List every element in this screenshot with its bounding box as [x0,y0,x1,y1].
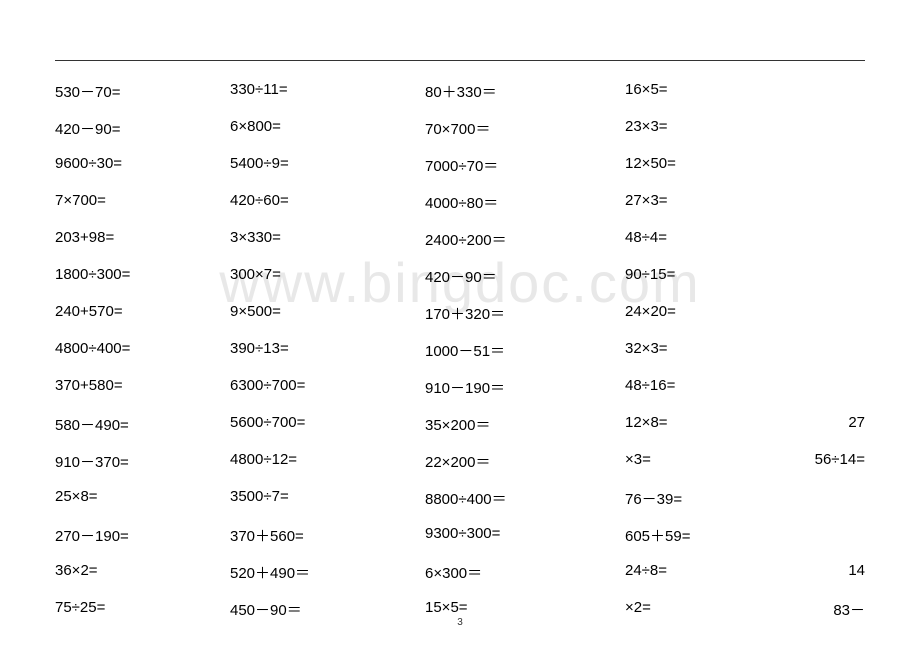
math-cell [780,266,865,287]
math-cell: 6×300＝ [425,562,625,583]
math-cell: 22×200＝ [425,451,625,472]
math-cell: 24×20= [625,303,780,324]
math-cell: 4800÷400= [55,340,230,361]
math-cell: 9600÷30= [55,155,230,176]
math-cell: 75÷25= [55,599,230,620]
math-cell: 7×700= [55,192,230,213]
math-cell [780,81,865,102]
math-cell: 1800÷300= [55,266,230,287]
math-cell: 2400÷200＝ [425,229,625,250]
page-container: www.bingdoc.com 530－70=330÷11=80＋330＝16×… [0,0,920,640]
math-cell: 12×8= [625,414,780,435]
math-cell: 6300÷700= [230,377,425,398]
math-cell [780,192,865,213]
math-cell: 420－90= [55,118,230,139]
math-cell: 300×7= [230,266,425,287]
math-cell [780,525,865,546]
math-cell: 605＋59= [625,525,780,546]
math-cell: 3500÷7= [230,488,425,509]
math-cell: 170＋320＝ [425,303,625,324]
math-cell: 370+580= [55,377,230,398]
math-cell: 390÷13= [230,340,425,361]
content-area: 530－70=330÷11=80＋330＝16×5=420－90=6×800=7… [55,60,865,620]
math-cell: 6×800= [230,118,425,139]
math-cell: ×3= [625,451,780,472]
math-cell: 8800÷400＝ [425,488,625,509]
math-cell: 23×3= [625,118,780,139]
math-cell: 32×3= [625,340,780,361]
math-cell: 910－370= [55,451,230,472]
math-cell: 420－90＝ [425,266,625,287]
math-cell: 70×700＝ [425,118,625,139]
math-cell: 420÷60= [230,192,425,213]
math-cell: 4000÷80＝ [425,192,625,213]
math-cell: 1000－51＝ [425,340,625,361]
math-cell [780,488,865,509]
math-cell: 35×200＝ [425,414,625,435]
math-cell [780,377,865,398]
math-cell: 370＋560= [230,525,425,546]
math-grid: 530－70=330÷11=80＋330＝16×5=420－90=6×800=7… [55,81,865,620]
math-cell: 27 [780,414,865,435]
math-cell: 7000÷70＝ [425,155,625,176]
math-cell: 12×50= [625,155,780,176]
math-cell: 14 [780,562,865,583]
math-cell: 16×5= [625,81,780,102]
math-cell [780,303,865,324]
math-cell: 90÷15= [625,266,780,287]
math-cell: 4800÷12= [230,451,425,472]
math-cell: 270－190= [55,525,230,546]
math-cell: ×2= [625,599,780,620]
math-cell [780,118,865,139]
math-cell: 48÷4= [625,229,780,250]
math-cell: 80＋330＝ [425,81,625,102]
math-cell [780,229,865,250]
top-divider [55,60,865,61]
math-cell: 330÷11= [230,81,425,102]
math-cell: 5600÷700= [230,414,425,435]
math-cell: 5400÷9= [230,155,425,176]
math-cell: 24÷8= [625,562,780,583]
math-cell: 56÷14= [780,451,865,472]
math-cell: 530－70= [55,81,230,102]
math-cell: 48÷16= [625,377,780,398]
math-cell: 27×3= [625,192,780,213]
math-cell: 3×330= [230,229,425,250]
math-cell: 240+570= [55,303,230,324]
math-cell: 76－39= [625,488,780,509]
math-cell [780,155,865,176]
math-cell: 520＋490＝ [230,562,425,583]
math-cell: 9×500= [230,303,425,324]
math-cell: 36×2= [55,562,230,583]
math-cell [780,340,865,361]
math-cell: 25×8= [55,488,230,509]
math-cell: 9300÷300= [425,525,625,546]
math-cell: 450－90＝ [230,599,425,620]
math-cell: 910－190＝ [425,377,625,398]
math-cell: 15×5= [425,599,625,620]
math-cell: 580－490= [55,414,230,435]
math-cell: 83－ [780,599,865,620]
math-cell: 203+98= [55,229,230,250]
